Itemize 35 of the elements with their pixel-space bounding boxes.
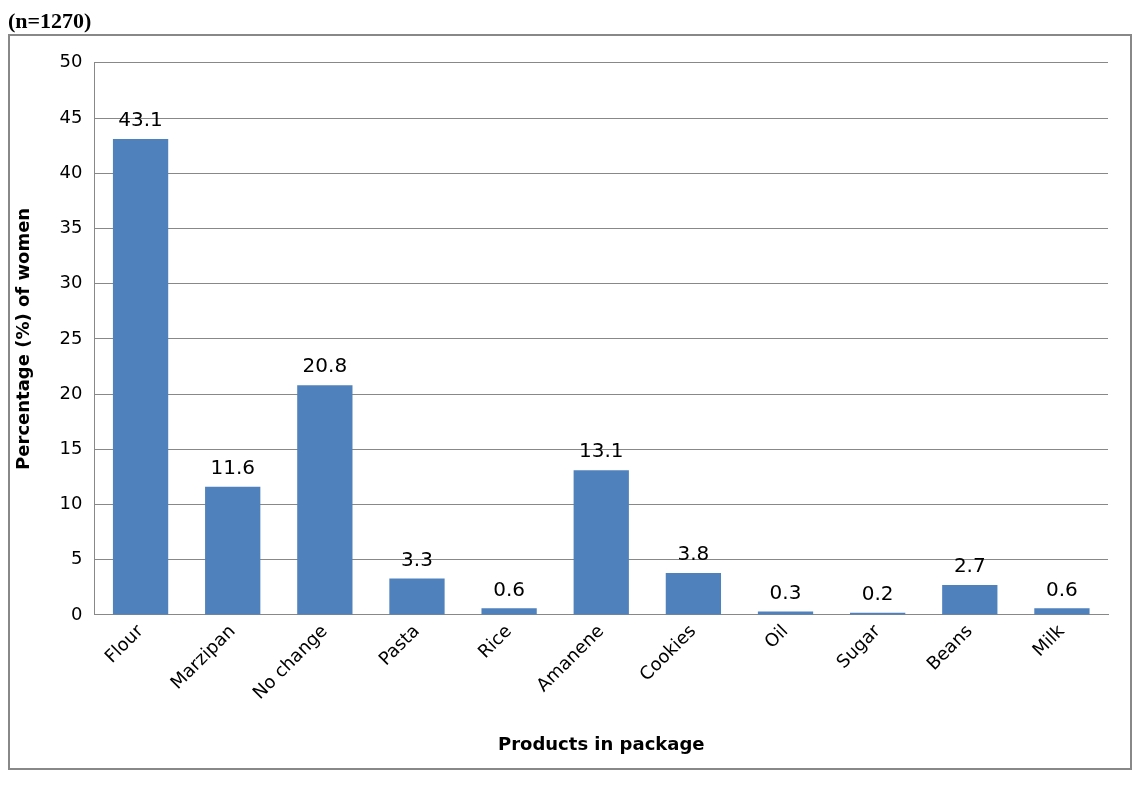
x-axis-title: Products in package <box>497 732 705 754</box>
y-tick-label: 30 <box>59 271 83 293</box>
data-label: 2.7 <box>953 553 986 578</box>
data-label: 0.3 <box>769 579 802 604</box>
data-label: 0.6 <box>1046 576 1078 601</box>
data-label: 20.8 <box>302 353 348 378</box>
y-tick-label: 40 <box>59 160 83 182</box>
y-tick-label: 45 <box>59 105 83 127</box>
y-axis-title: Percentage (%) of women <box>12 207 34 470</box>
y-tick-label: 50 <box>59 50 83 72</box>
chart-title: (n=1270) <box>8 8 93 34</box>
bar <box>481 608 537 615</box>
data-label: 13.1 <box>578 438 624 463</box>
y-tick-label: 10 <box>59 492 83 514</box>
x-tick-label: Oil <box>759 619 792 652</box>
y-tick-label: 35 <box>59 216 83 238</box>
bar <box>205 486 261 615</box>
y-tick-label: 20 <box>59 381 83 403</box>
bar <box>1034 608 1090 615</box>
data-label: 3.8 <box>677 541 710 566</box>
data-label: 0.2 <box>861 580 894 605</box>
y-tick-label: 5 <box>71 547 83 569</box>
bar <box>665 572 722 615</box>
y-tick-label: 0 <box>71 602 83 624</box>
data-label: 11.6 <box>210 455 255 480</box>
bar <box>389 578 445 615</box>
y-tick-label: 25 <box>59 326 83 348</box>
data-label: 3.3 <box>401 546 433 571</box>
bar <box>573 470 629 615</box>
data-label: 0.6 <box>493 576 526 601</box>
bar <box>297 385 353 615</box>
bar <box>942 585 998 615</box>
y-tick-label: 15 <box>59 436 83 458</box>
bar <box>112 138 169 615</box>
data-label: 43.1 <box>118 107 163 132</box>
